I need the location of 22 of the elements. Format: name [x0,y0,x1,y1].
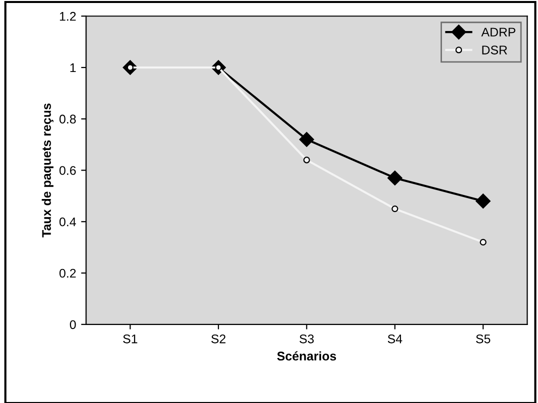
point [392,205,398,212]
point [480,238,486,246]
y-tick-label: 0.6 [59,166,76,175]
y-tick-label: 0 [70,320,76,330]
y-tick-label: 1 [70,63,76,72]
y-tick-label: 0.4 [59,217,76,226]
point [303,156,310,164]
legend-label: DSR [482,46,508,54]
x-tick-label: S3 [300,334,314,344]
point [299,132,314,147]
x-tick-label: S5 [476,334,490,344]
point [476,194,491,209]
y-tick-label: 0.8 [59,114,76,124]
x-axis-title: Scénarios [277,351,336,361]
y-tick-label: 0.2 [59,268,76,278]
legend-label: ADRP [481,28,516,36]
x-tick-label: S2 [211,334,226,344]
x-tick-label: S1 [123,334,138,344]
x-tick-label: S4 [388,334,402,344]
point [387,170,402,186]
y-tick-label: 1.2 [60,12,76,21]
y-axis-title: Taux de paquets reçus [42,104,54,238]
